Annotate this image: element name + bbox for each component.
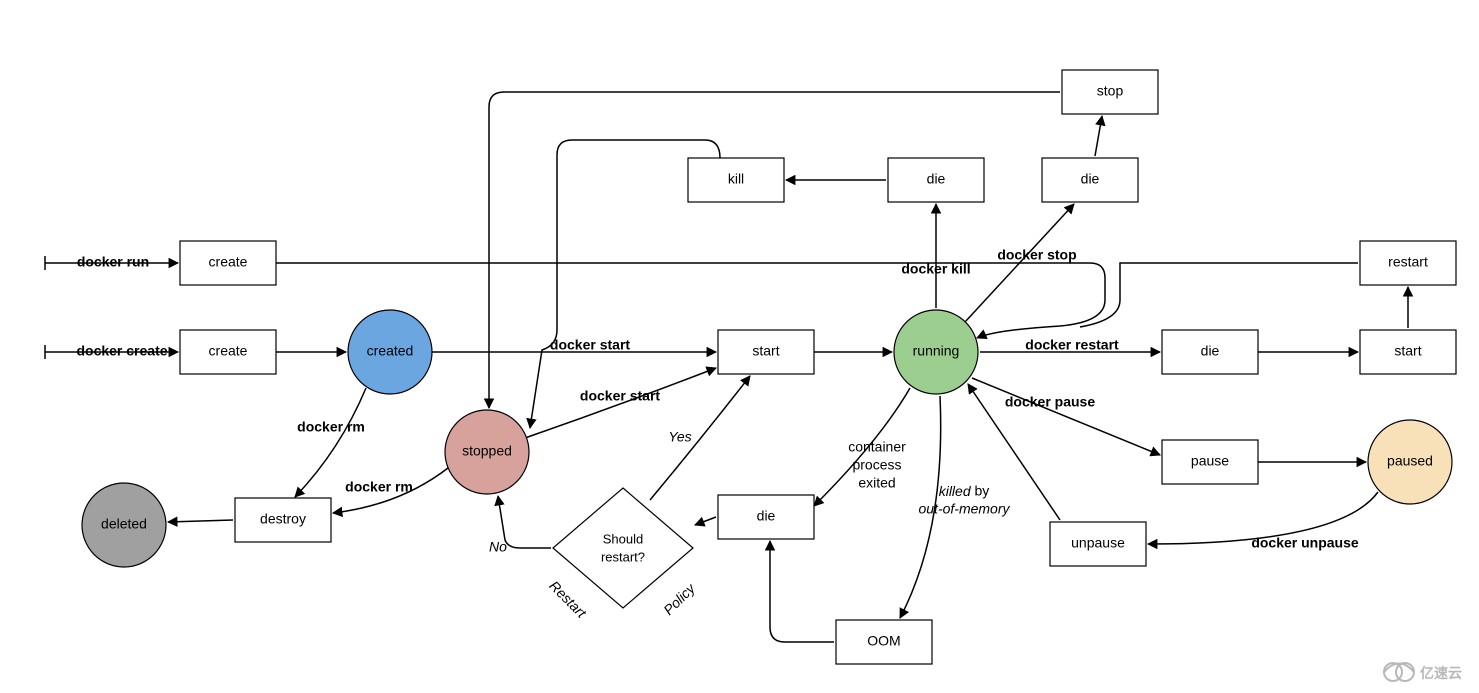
svg-text:unpause: unpause xyxy=(1071,535,1125,551)
node-start: start xyxy=(718,330,814,374)
svg-text:killed by: killed by xyxy=(939,483,990,499)
svg-text:destroy: destroy xyxy=(260,511,306,527)
svg-text:docker start: docker start xyxy=(580,388,660,404)
svg-text:Restart: Restart xyxy=(546,577,590,621)
node-create-2: create xyxy=(180,330,276,374)
node-create-1: create xyxy=(180,241,276,285)
svg-text:OOM: OOM xyxy=(867,633,900,649)
svg-text:docker create: docker create xyxy=(76,343,167,359)
svg-text:exited: exited xyxy=(858,475,895,491)
node-stop: stop xyxy=(1062,70,1158,114)
svg-text:out-of-memory: out-of-memory xyxy=(918,501,1010,517)
svg-text:Policy: Policy xyxy=(660,580,698,618)
svg-text:process: process xyxy=(852,457,901,473)
svg-text:docker start: docker start xyxy=(550,337,630,353)
svg-text:die: die xyxy=(757,508,776,524)
node-decision: Should restart? xyxy=(553,488,693,608)
diagram-canvas: create create destroy start kill die die… xyxy=(0,0,1479,693)
svg-text:docker restart: docker restart xyxy=(1025,337,1119,353)
svg-text:container: container xyxy=(848,439,906,455)
svg-text:docker unpause: docker unpause xyxy=(1251,535,1359,551)
svg-text:restart?: restart? xyxy=(601,549,645,564)
svg-text:deleted: deleted xyxy=(101,516,147,532)
svg-text:docker rm: docker rm xyxy=(297,419,365,435)
svg-text:create: create xyxy=(209,343,248,359)
node-die-3: die xyxy=(1162,330,1258,374)
node-oom: OOM xyxy=(836,620,932,664)
svg-text:kill: kill xyxy=(728,171,744,187)
svg-text:paused: paused xyxy=(1387,453,1433,469)
svg-text:die: die xyxy=(1201,343,1220,359)
svg-text:docker rm: docker rm xyxy=(345,479,413,495)
svg-text:created: created xyxy=(367,343,414,359)
svg-text:start: start xyxy=(1394,343,1421,359)
svg-text:start: start xyxy=(752,343,779,359)
node-pause: pause xyxy=(1162,440,1258,484)
svg-text:restart: restart xyxy=(1388,254,1428,270)
node-start-2: start xyxy=(1360,330,1456,374)
node-stopped: stopped xyxy=(445,410,529,494)
svg-text:docker run: docker run xyxy=(77,254,149,270)
svg-text:stopped: stopped xyxy=(462,443,512,459)
watermark: 亿速云 xyxy=(1384,663,1462,681)
svg-text:docker kill: docker kill xyxy=(901,261,970,277)
svg-text:die: die xyxy=(927,171,946,187)
node-die-1: die xyxy=(888,158,984,202)
node-paused: paused xyxy=(1368,420,1452,504)
node-kill: kill xyxy=(688,158,784,202)
node-unpause: unpause xyxy=(1050,522,1146,566)
node-die-2: die xyxy=(1042,158,1138,202)
node-restart: restart xyxy=(1360,241,1456,285)
svg-text:Yes: Yes xyxy=(668,429,691,445)
svg-text:pause: pause xyxy=(1191,453,1229,469)
node-running: running xyxy=(894,310,978,394)
svg-text:create: create xyxy=(209,254,248,270)
svg-text:docker stop: docker stop xyxy=(997,247,1076,263)
node-created: created xyxy=(348,310,432,394)
svg-text:stop: stop xyxy=(1097,83,1124,99)
node-destroy: destroy xyxy=(235,498,331,542)
svg-text:Should: Should xyxy=(603,531,643,546)
svg-text:No: No xyxy=(489,539,507,555)
edge-labels: docker run docker create docker rm docke… xyxy=(76,247,1358,622)
svg-text:running: running xyxy=(913,343,960,359)
svg-text:die: die xyxy=(1081,171,1100,187)
node-deleted: deleted xyxy=(82,483,166,567)
node-die-4: die xyxy=(718,495,814,539)
svg-text:亿速云: 亿速云 xyxy=(1420,665,1462,681)
svg-text:docker pause: docker pause xyxy=(1005,394,1095,410)
